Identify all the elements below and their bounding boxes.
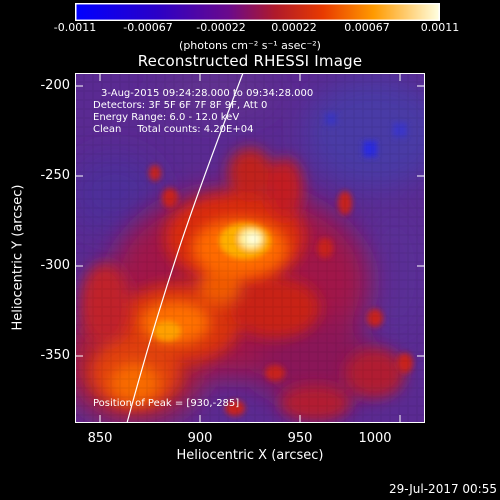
colorbar-tick: -0.0011 bbox=[53, 21, 97, 34]
y-axis-label: Heliocentric Y (arcsec) bbox=[10, 184, 26, 331]
y-tick-label: -200 bbox=[40, 78, 70, 93]
colorbar-tick: 0.00067 bbox=[344, 21, 390, 34]
x-tick-label: 850 bbox=[87, 431, 113, 446]
image-title: Reconstructed RHESSI Image bbox=[137, 52, 363, 70]
colorbar-tick: -0.00022 bbox=[196, 21, 246, 34]
solar-limb bbox=[126, 73, 244, 423]
x-tick-label: 1000 bbox=[358, 431, 392, 446]
colorbar-tick: 0.0011 bbox=[420, 21, 460, 34]
x-axis-label: Heliocentric X (arcsec) bbox=[176, 448, 324, 463]
colorbar-tick: 0.00022 bbox=[271, 21, 317, 34]
time-annotation: 3-Aug-2015 09:24:28.000 to 09:34:28.000 bbox=[101, 88, 314, 99]
colorbar-tick: -0.00067 bbox=[123, 21, 173, 34]
y-tick-label: -250 bbox=[40, 168, 70, 183]
generation-timestamp: 29-Jul-2017 00:55 bbox=[388, 482, 497, 496]
y-tick-label: -350 bbox=[40, 348, 70, 363]
colorbar bbox=[75, 3, 440, 21]
y-tick-label: -300 bbox=[40, 258, 70, 273]
peak-annotation: Position of Peak = [930,-285] bbox=[93, 398, 240, 409]
rhessi-image bbox=[75, 73, 425, 423]
x-tick-label: 900 bbox=[187, 431, 213, 446]
x-tick-label: 950 bbox=[287, 431, 313, 446]
energy-annotation: Energy Range: 6.0 - 12.0 keV bbox=[93, 112, 240, 123]
colorbar-units: (photons cm⁻² s⁻¹ asec⁻²) bbox=[179, 39, 321, 52]
clean-annotation: Clean Total counts: 4.20E+04 bbox=[93, 124, 254, 135]
detectors-annotation: Detectors: 3F 5F 6F 7F 8F 9F, Att 0 bbox=[93, 100, 268, 111]
